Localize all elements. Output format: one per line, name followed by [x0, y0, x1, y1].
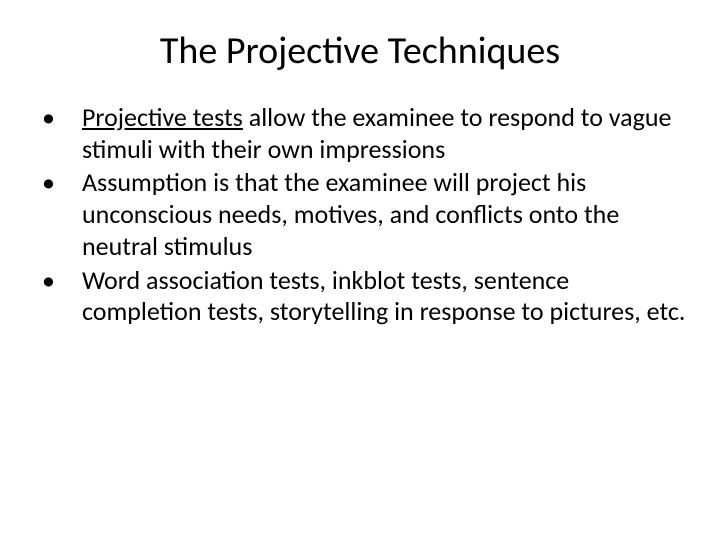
bullet-marker-icon: •	[34, 102, 82, 134]
bullet-marker-icon: •	[34, 265, 82, 297]
bullet-rest: Assumption is that the examinee will pro…	[82, 166, 619, 261]
list-item: • Assumption is that the examinee will p…	[34, 167, 690, 262]
bullet-text: Assumption is that the examinee will pro…	[82, 167, 690, 262]
bullet-marker-icon: •	[34, 167, 82, 199]
list-item: • Word association tests, inkblot tests,…	[34, 265, 690, 328]
bullet-list: • Projective tests allow the examinee to…	[30, 102, 690, 328]
slide-title: The Projective Techniques	[30, 28, 690, 74]
slide-container: The Projective Techniques • Projective t…	[0, 0, 720, 540]
underlined-term: Projective tests	[82, 101, 243, 133]
bullet-rest: Word association tests, inkblot tests, s…	[82, 264, 685, 328]
bullet-text: Word association tests, inkblot tests, s…	[82, 265, 690, 328]
bullet-text: Projective tests allow the examinee to r…	[82, 102, 690, 165]
list-item: • Projective tests allow the examinee to…	[34, 102, 690, 165]
